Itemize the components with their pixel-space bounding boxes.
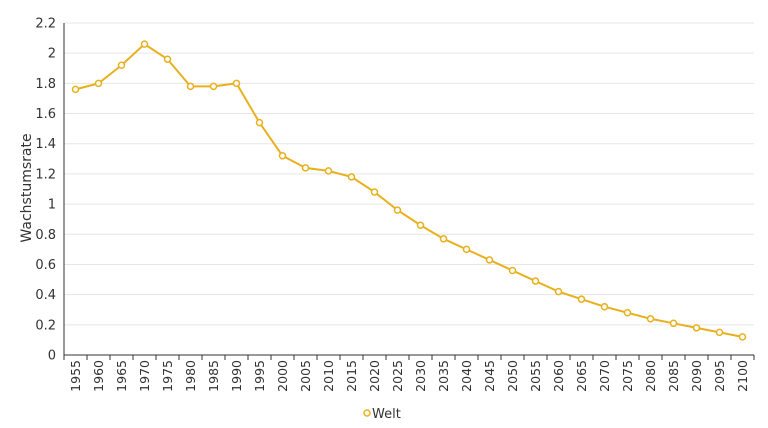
data-point[interactable]	[255, 118, 264, 127]
gridlines	[64, 22, 754, 326]
data-point[interactable]	[416, 221, 425, 229]
data-point[interactable]	[278, 152, 287, 160]
data-point[interactable]	[600, 302, 609, 311]
x-tick-label: 2040	[459, 360, 474, 392]
data-point[interactable]	[485, 256, 494, 264]
axes	[63, 23, 755, 360]
x-tick-label: 2100	[735, 360, 750, 392]
y-tick-label: 0.8	[35, 228, 56, 243]
x-tick-label: 2030	[413, 360, 428, 392]
x-tick-label: 2045	[482, 360, 497, 392]
data-point[interactable]	[692, 324, 701, 332]
data-point[interactable]	[462, 245, 471, 254]
y-tick-label: 0.2	[35, 318, 56, 333]
data-point[interactable]	[531, 277, 540, 285]
data-point[interactable]	[554, 287, 563, 296]
y-tick-label: 0.6	[35, 258, 56, 273]
x-tick-label: 2095	[712, 360, 727, 392]
legend-label[interactable]: Welt	[372, 407, 401, 422]
x-tick-label: 2050	[505, 360, 520, 392]
y-tick-label: 1.2	[35, 167, 56, 182]
data-point[interactable]	[623, 308, 632, 317]
data-point[interactable]	[370, 188, 379, 196]
x-tick-label: 2090	[689, 360, 704, 392]
data-point[interactable]	[508, 266, 517, 275]
data-point[interactable]	[393, 206, 402, 214]
series-group	[71, 40, 747, 341]
x-tick-label: 2015	[344, 360, 359, 392]
data-point[interactable]	[94, 79, 103, 88]
x-tick-label: 2085	[666, 360, 681, 392]
x-tick-label: 2010	[321, 360, 336, 392]
data-point[interactable]	[232, 79, 241, 88]
x-tick-label: 1960	[91, 360, 106, 392]
y-tick-label: 0.4	[35, 288, 56, 303]
data-point[interactable]	[186, 82, 195, 91]
x-tick-label: 2000	[275, 360, 290, 392]
x-tick-label: 1975	[160, 360, 175, 392]
y-tick-label: 2	[48, 47, 56, 62]
y-tick-label: 2.2	[35, 17, 56, 32]
x-tick-label: 2065	[574, 360, 589, 392]
data-point[interactable]	[347, 173, 356, 181]
data-point[interactable]	[209, 82, 218, 91]
y-tick-label: 1.4	[35, 137, 56, 152]
x-tick-label: 2025	[390, 360, 405, 392]
x-tick-label: 2020	[367, 360, 382, 392]
y-tick-label: 1.6	[35, 107, 56, 122]
x-tick-label: 1980	[183, 360, 198, 392]
x-axis-ticks: 1955 1960 1965 1970 1975 1980 1985 1990 1995 2000…	[68, 360, 750, 392]
series-line-welt	[75, 43, 743, 338]
x-tick-label: 2005	[298, 360, 313, 392]
x-tick-label: 1965	[114, 360, 129, 392]
data-point[interactable]	[646, 315, 655, 323]
data-point[interactable]	[738, 333, 747, 341]
x-tick-label: 2075	[620, 360, 635, 392]
x-tick-label: 1970	[137, 360, 152, 392]
x-tick-label: 1955	[68, 360, 83, 392]
data-point[interactable]	[439, 235, 448, 243]
x-tick-label: 2035	[436, 360, 451, 392]
y-tick-label: 0	[48, 349, 56, 364]
data-point[interactable]	[71, 85, 80, 94]
data-point[interactable]	[163, 55, 172, 63]
x-tick-label: 2055	[528, 360, 543, 392]
x-tick-label: 1990	[229, 360, 244, 392]
data-point[interactable]	[117, 61, 126, 70]
legend-marker	[363, 409, 371, 417]
x-tick-label: 2060	[551, 360, 566, 392]
data-point[interactable]	[669, 319, 678, 328]
data-point[interactable]	[301, 164, 310, 172]
y-tick-label: 1	[48, 198, 56, 213]
y-tick-label: 1.8	[35, 77, 56, 92]
x-tick-label: 2070	[597, 360, 612, 392]
data-point[interactable]	[715, 328, 724, 337]
legend[interactable]: Welt	[363, 407, 401, 422]
y-axis-ticks: 0 0.2 0.4 0.6 0.8 1 1.2 1.4 1.6 1.8 2 2.2	[35, 17, 56, 364]
x-tick-label: 2080	[643, 360, 658, 392]
x-tick-label: 1995	[252, 360, 267, 392]
data-point[interactable]	[140, 40, 149, 48]
y-axis-label: Wachstumsrate	[19, 133, 35, 242]
data-point[interactable]	[577, 295, 586, 303]
data-point[interactable]	[324, 167, 333, 175]
x-tick-label: 1985	[206, 360, 221, 392]
